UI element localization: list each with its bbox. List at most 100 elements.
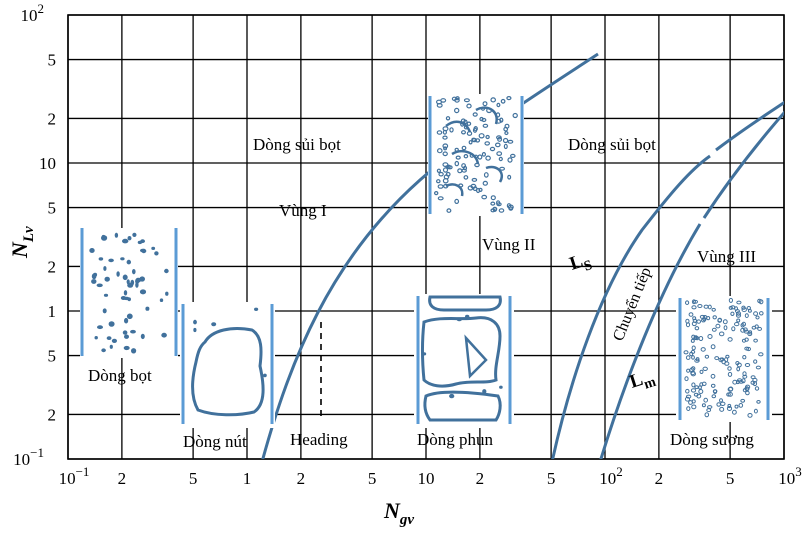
bubble	[496, 151, 503, 157]
bubble	[740, 398, 746, 403]
y-tick-label: 2	[48, 109, 57, 128]
bubble	[466, 131, 473, 136]
bubble	[498, 156, 503, 162]
bubble	[131, 348, 137, 354]
x-axis-title: Ngv	[383, 498, 414, 528]
bubble	[753, 408, 758, 414]
bubble	[454, 107, 460, 114]
bubble	[727, 392, 733, 397]
bubble	[742, 388, 747, 393]
x-tick-labels: 10−1 2 5 1 2 5 10 2 5 102 2 5 103	[59, 464, 802, 488]
bubble	[753, 338, 758, 343]
bubble	[720, 357, 725, 362]
bubble	[734, 306, 738, 311]
bubble	[165, 291, 169, 296]
bubble	[750, 380, 756, 385]
y-tick-label: 10−1	[13, 445, 44, 469]
bubble	[455, 155, 461, 160]
bubble	[139, 289, 147, 295]
region-label-heading: Heading	[290, 430, 348, 449]
bubble	[442, 162, 449, 168]
lm-curve	[599, 110, 784, 459]
bubble	[124, 317, 129, 324]
bubble	[445, 116, 451, 121]
mist-flow-pipe-illustration	[676, 296, 772, 422]
bubble	[691, 334, 696, 340]
x-tick-label: 5	[726, 469, 735, 488]
bubble	[465, 314, 470, 319]
bubble	[691, 345, 696, 351]
bubble	[436, 148, 443, 154]
x-tick-label: 1	[243, 469, 252, 488]
bubble	[472, 186, 478, 192]
bubble	[483, 172, 489, 178]
zone-boundary-curve	[261, 52, 599, 459]
bubble	[474, 162, 480, 168]
bubble	[744, 363, 751, 367]
bubble	[111, 338, 117, 343]
bubble	[492, 206, 498, 211]
bubble	[759, 311, 764, 316]
bubble	[685, 322, 691, 328]
bubble	[469, 153, 475, 158]
bubble	[421, 352, 427, 356]
bubble	[466, 103, 472, 109]
bubble	[696, 319, 702, 324]
bubble	[727, 371, 733, 377]
bubble	[711, 327, 717, 332]
bubble	[750, 375, 756, 380]
bubble	[742, 355, 747, 360]
plot-frame	[67, 14, 785, 460]
bubble	[703, 397, 709, 403]
bubble	[736, 311, 741, 316]
bubble	[124, 334, 129, 339]
bubble	[454, 198, 460, 204]
bubble	[512, 112, 518, 119]
bubble	[122, 274, 128, 281]
bubble	[485, 155, 491, 161]
bubble	[686, 368, 691, 373]
bubble	[127, 236, 132, 241]
bubble	[457, 168, 463, 174]
bubble	[755, 365, 762, 370]
bubble	[693, 335, 699, 341]
bubble	[727, 366, 732, 371]
bubble	[458, 183, 464, 188]
y-tick-label: 1	[48, 302, 57, 321]
bubble	[463, 153, 469, 159]
bubble	[436, 102, 443, 108]
bubble	[91, 273, 97, 280]
bubble	[726, 406, 733, 411]
bubble	[446, 164, 451, 170]
bubble	[472, 112, 478, 117]
bubble	[698, 389, 704, 394]
bubble	[461, 163, 467, 169]
x-tick-label: 10	[418, 469, 435, 488]
bubble	[504, 131, 509, 136]
bubble	[486, 107, 493, 114]
bubble	[126, 259, 131, 265]
bubble	[164, 268, 169, 274]
bubble	[145, 306, 150, 311]
bubble	[747, 413, 753, 418]
bubble	[502, 137, 509, 144]
bubble	[91, 279, 97, 284]
bubble	[714, 356, 720, 361]
bubble	[719, 331, 725, 337]
bubble	[103, 266, 107, 271]
bubble	[495, 112, 501, 118]
bubble	[139, 276, 145, 282]
bubble	[689, 351, 694, 357]
bubble	[193, 319, 197, 325]
slug-flow-pipe-illustration	[180, 302, 275, 428]
bubble	[103, 293, 109, 297]
x-tick-label: 103	[778, 464, 802, 488]
bubble	[477, 154, 483, 160]
bubble	[211, 322, 217, 327]
bubble	[496, 135, 502, 140]
bubble	[127, 282, 134, 288]
x-tick-label: 2	[476, 469, 485, 488]
bubble	[507, 157, 513, 163]
bubble	[478, 133, 485, 139]
bubble	[690, 388, 697, 393]
